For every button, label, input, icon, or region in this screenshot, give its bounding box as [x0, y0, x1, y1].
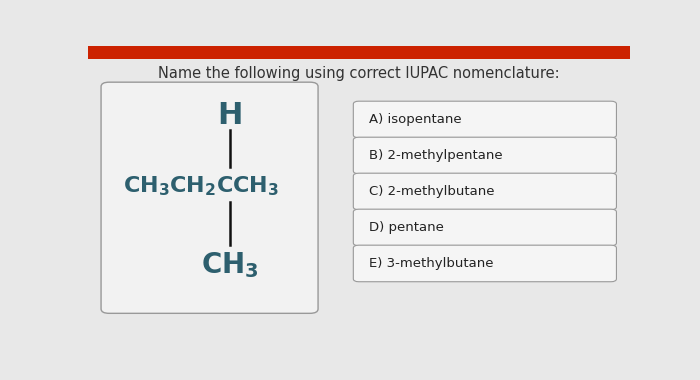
- FancyBboxPatch shape: [354, 245, 617, 282]
- Text: $\mathregular{CH_3}$: $\mathregular{CH_3}$: [201, 250, 258, 280]
- FancyBboxPatch shape: [354, 101, 617, 138]
- FancyBboxPatch shape: [88, 46, 630, 59]
- Text: Name the following using correct IUPAC nomenclature:: Name the following using correct IUPAC n…: [158, 66, 559, 81]
- FancyBboxPatch shape: [354, 137, 617, 174]
- Text: B) 2-methylpentane: B) 2-methylpentane: [368, 149, 502, 162]
- Text: E) 3-methylbutane: E) 3-methylbutane: [368, 257, 493, 270]
- Text: H: H: [217, 101, 242, 130]
- FancyBboxPatch shape: [101, 82, 318, 314]
- FancyBboxPatch shape: [354, 173, 617, 210]
- Text: A) isopentane: A) isopentane: [368, 113, 461, 126]
- Text: D) pentane: D) pentane: [368, 221, 443, 234]
- FancyBboxPatch shape: [354, 209, 617, 246]
- Text: $\mathregular{CH_3CH_2CCH_3}$: $\mathregular{CH_3CH_2CCH_3}$: [122, 174, 279, 198]
- Text: C) 2-methylbutane: C) 2-methylbutane: [368, 185, 494, 198]
